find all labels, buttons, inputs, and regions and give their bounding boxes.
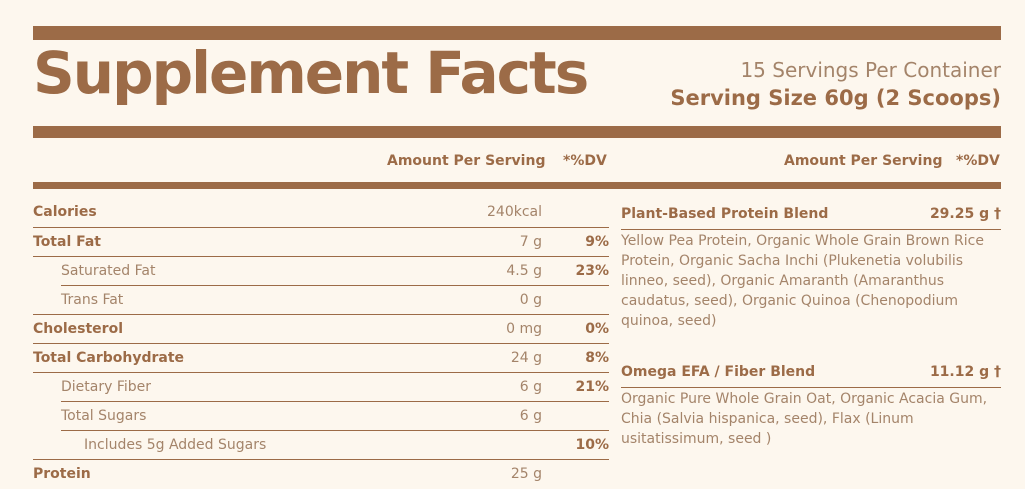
nutrient-label: Trans Fat	[61, 292, 124, 308]
row-divider	[33, 227, 609, 228]
top-bar	[33, 26, 1001, 40]
nutrient-label: Includes 5g Added Sugars	[84, 437, 267, 453]
row-divider	[61, 401, 609, 402]
nutrient-amount: 25 g	[510, 466, 542, 482]
blend-amount: 29.25 g †	[929, 206, 1001, 222]
nutrient-label: Total Fat	[33, 234, 102, 250]
row-divider	[33, 256, 609, 257]
blend-amount: 11.12 g †	[929, 364, 1001, 380]
nutrient-label: Protein	[33, 466, 91, 482]
header-bar	[33, 126, 1001, 138]
row-divider	[33, 459, 609, 460]
table-row: Includes 5g Added Sugars 10%	[33, 431, 609, 460]
servings-per-container: 15 Servings Per Container	[740, 58, 1001, 82]
blend-divider	[621, 387, 1001, 388]
nutrient-label: Cholesterol	[33, 321, 123, 337]
row-divider	[33, 314, 609, 315]
nutrient-dv: 23%	[575, 263, 609, 279]
table-row: Cholesterol 0 mg 0%	[33, 315, 609, 344]
nutrient-amount: 6 g	[519, 408, 542, 424]
nutrient-dv: 10%	[575, 437, 609, 453]
nutrient-dv: 0%	[585, 321, 609, 337]
nutrient-amount: 7 g	[519, 234, 542, 250]
blend-name: Omega EFA / Fiber Blend	[621, 364, 816, 380]
row-divider	[61, 430, 609, 431]
nutrient-amount: 24 g	[510, 350, 542, 366]
serving-size: Serving Size 60g (2 Scoops)	[670, 86, 1001, 110]
nutrient-amount: 0 mg	[506, 321, 542, 337]
page-title: Supplement Facts	[33, 39, 589, 107]
right-amount-header: Amount Per Serving	[784, 153, 943, 169]
nutrient-dv: 9%	[585, 234, 609, 250]
nutrient-label: Dietary Fiber	[61, 379, 152, 395]
nutrient-dv: 21%	[575, 379, 609, 395]
nutrient-label: Total Sugars	[61, 408, 147, 424]
blend-divider	[621, 229, 1001, 230]
nutrient-dv: 8%	[585, 350, 609, 366]
row-divider	[61, 285, 609, 286]
left-dv-header: *%DV	[563, 153, 607, 169]
nutrient-label: Saturated Fat	[61, 263, 156, 279]
table-row: Calories 240kcal	[33, 198, 609, 227]
nutrient-amount: 6 g	[519, 379, 542, 395]
nutrient-label: Total Carbohydrate	[33, 350, 185, 366]
table-row: Total Fat 7 g 9%	[33, 228, 609, 257]
right-dv-header: *%DV	[956, 153, 1000, 169]
table-row: Protein 25 g	[33, 460, 609, 489]
left-amount-header: Amount Per Serving	[387, 153, 546, 169]
table-row: Dietary Fiber 6 g 21%	[33, 373, 609, 402]
table-row: Trans Fat 0 g	[33, 286, 609, 315]
nutrient-amount: 0 g	[519, 292, 542, 308]
row-divider	[33, 343, 609, 344]
blend-description: Organic Pure Whole Grain Oat, Organic Ac…	[621, 391, 988, 447]
column-header-bar	[33, 182, 1001, 189]
nutrient-label: Calories	[33, 204, 97, 220]
row-divider	[33, 372, 609, 373]
table-row: Total Carbohydrate 24 g 8%	[33, 344, 609, 373]
blend-description: Yellow Pea Protein, Organic Whole Grain …	[621, 233, 984, 329]
table-row: Saturated Fat 4.5 g 23%	[33, 257, 609, 286]
blend-name: Plant-Based Protein Blend	[621, 206, 829, 222]
nutrient-amount: 240kcal	[487, 204, 542, 220]
table-row: Total Sugars 6 g	[33, 402, 609, 431]
nutrient-amount: 4.5 g	[506, 263, 542, 279]
